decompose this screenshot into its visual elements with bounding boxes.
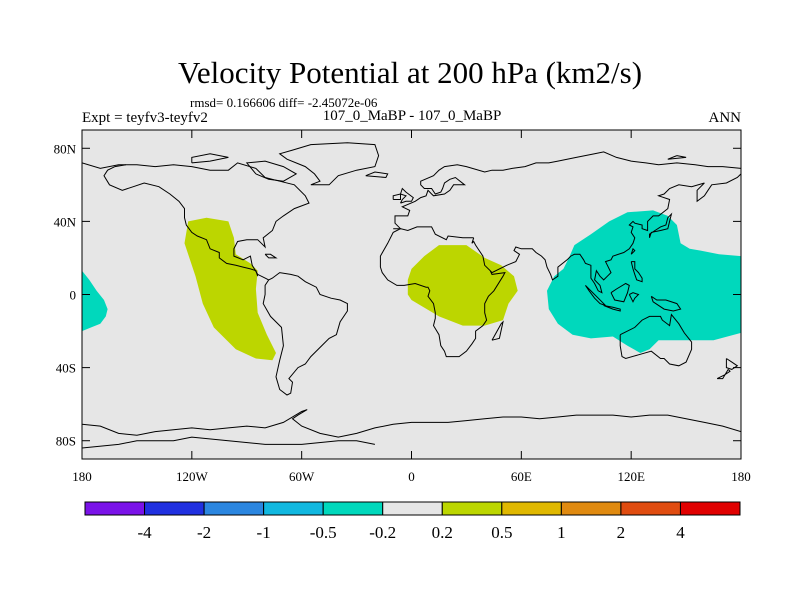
colorbar-swatch xyxy=(501,501,562,516)
colorbar-swatch xyxy=(679,501,741,516)
x-tick-label: 120W xyxy=(176,469,209,484)
coastline xyxy=(628,292,640,303)
coastline xyxy=(491,320,504,341)
case-label: 107_0_MaBP - 107_0_MaBP xyxy=(323,108,502,124)
colorbar-swatch xyxy=(322,501,384,516)
x-tick-label: 180 xyxy=(72,469,92,484)
colorbar-label: -1 xyxy=(257,523,271,542)
negative-anomaly-dateline-west xyxy=(82,270,108,332)
colorbar-swatch xyxy=(441,501,503,516)
x-axis: 180 120W 60W 0 60E 120E 180 xyxy=(72,130,751,484)
coastline xyxy=(82,409,741,438)
x-tick-label: 60W xyxy=(289,469,315,484)
coastline xyxy=(619,313,693,367)
coastline xyxy=(393,151,741,230)
colorbar-swatch xyxy=(203,501,265,516)
positive-anomaly-africa xyxy=(407,245,518,326)
colorbar-label: 0.5 xyxy=(491,523,512,542)
coastline xyxy=(278,142,380,186)
colorbar-label: 1 xyxy=(557,523,566,542)
coastline xyxy=(584,285,606,306)
coastline xyxy=(667,155,687,160)
positive-anomaly-west-pacific xyxy=(184,217,276,361)
colorbar-label: -2 xyxy=(197,523,211,542)
y-axis: 80N 40N 0 40S 80S xyxy=(54,141,741,449)
coastline xyxy=(191,153,229,164)
season-label: ANN xyxy=(709,110,742,126)
coastline xyxy=(82,436,375,449)
coastlines xyxy=(82,142,741,449)
anomaly-regions xyxy=(82,210,741,361)
colorbar-swatch xyxy=(382,501,443,516)
colorbar-swatch xyxy=(620,501,681,516)
y-tick-label: 80S xyxy=(56,434,76,449)
coastline xyxy=(245,160,298,182)
experiment-label: Expt = teyfv3-teyfv2 xyxy=(82,110,208,126)
x-tick-label: 120E xyxy=(617,469,645,484)
coastline xyxy=(392,193,401,200)
coastline xyxy=(716,369,731,380)
colorbar-label: 4 xyxy=(676,523,685,542)
y-tick-label: 0 xyxy=(70,288,77,303)
x-tick-label: 60E xyxy=(511,469,532,484)
coastline xyxy=(650,295,682,312)
colorbar-swatch xyxy=(560,501,622,516)
y-tick-label: 80N xyxy=(54,141,77,156)
coastline xyxy=(264,253,278,259)
y-tick-label: 40S xyxy=(56,361,76,376)
coastline xyxy=(610,282,630,303)
colorbar-label: 2 xyxy=(617,523,626,542)
coastline xyxy=(399,187,414,204)
colorbar-swatch xyxy=(84,501,146,516)
coastline xyxy=(471,173,741,294)
coastline xyxy=(649,212,673,238)
x-tick-label: 0 xyxy=(408,469,415,484)
coastline xyxy=(82,162,348,396)
negative-anomaly-indo-pacific xyxy=(547,210,741,353)
x-tick-label: 180 xyxy=(731,469,751,484)
coastline xyxy=(630,247,636,255)
coastline xyxy=(379,226,506,358)
stats-label: rmsd= 0.166606 diff= -2.45072e-06 xyxy=(190,95,378,110)
colorbar-label: 0.2 xyxy=(432,523,453,542)
colorbar-label: -4 xyxy=(137,523,152,542)
colorbar-swatch xyxy=(144,501,205,516)
y-tick-label: 40N xyxy=(54,214,77,229)
colorbar-swatch xyxy=(263,501,324,516)
coastline xyxy=(630,261,643,283)
coastline xyxy=(603,305,621,312)
coastline xyxy=(365,171,389,179)
colorbar-label: -0.5 xyxy=(310,523,337,542)
colorbar-label: -0.2 xyxy=(369,523,396,542)
chart-title: Velocity Potential at 200 hPa (km2/s) xyxy=(178,55,642,90)
coastline xyxy=(103,164,259,277)
colorbar: -4 -2 -1 -0.5 -0.2 0.2 0.5 1 2 4 xyxy=(84,501,741,542)
